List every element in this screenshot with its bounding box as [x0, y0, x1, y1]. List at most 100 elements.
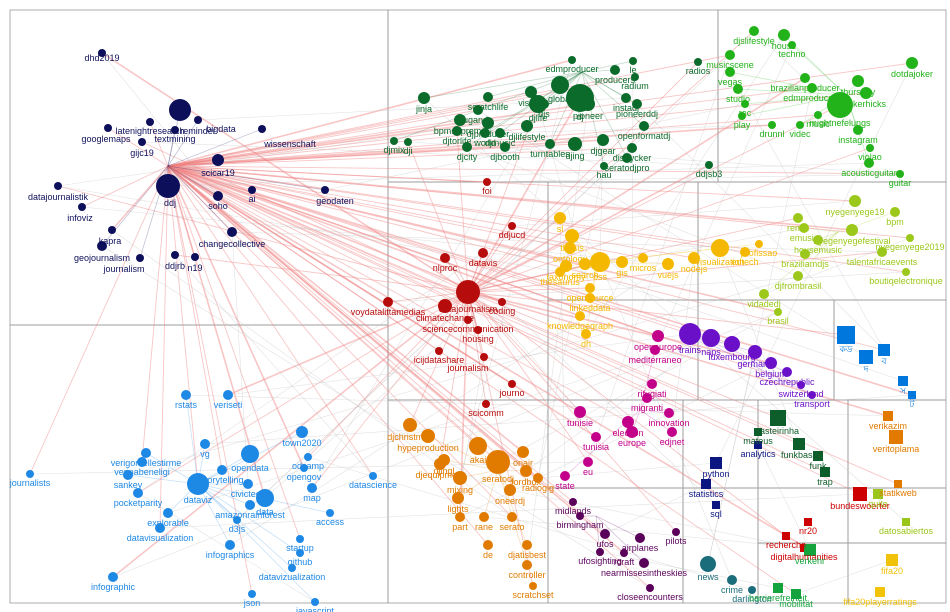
node-g12[interactable]: [878, 344, 890, 356]
node-g15[interactable]: [889, 430, 903, 444]
node-g1[interactable]: [98, 49, 106, 57]
node-g2[interactable]: [404, 138, 412, 146]
node-g2[interactable]: [462, 142, 472, 152]
node-g2[interactable]: [621, 93, 631, 103]
node-g19[interactable]: [773, 583, 783, 593]
node-g3[interactable]: [768, 121, 776, 129]
node-g8[interactable]: [469, 437, 487, 455]
node-g8[interactable]: [421, 429, 435, 443]
node-g11[interactable]: [576, 512, 584, 520]
node-g3[interactable]: [749, 26, 759, 36]
node-g1[interactable]: [321, 186, 329, 194]
node-g7[interactable]: [288, 564, 296, 572]
node-g3[interactable]: [796, 121, 804, 129]
node-g10[interactable]: [702, 329, 720, 347]
node-g7[interactable]: [26, 470, 34, 478]
node-g5[interactable]: [585, 293, 595, 303]
node-g1[interactable]: [227, 227, 237, 237]
node-g7[interactable]: [304, 453, 312, 461]
node-g7[interactable]: [155, 523, 165, 533]
node-g7[interactable]: [245, 500, 255, 510]
node-g2[interactable]: [482, 117, 494, 129]
node-g1[interactable]: [104, 124, 112, 132]
node-g3[interactable]: [864, 158, 874, 168]
node-g8[interactable]: [522, 540, 532, 550]
node-g5[interactable]: [579, 258, 591, 270]
node-g2[interactable]: [568, 137, 582, 151]
node-g5[interactable]: [554, 212, 566, 224]
node-g2[interactable]: [632, 99, 642, 109]
node-g2[interactable]: [500, 142, 510, 152]
node-g3[interactable]: [733, 84, 743, 94]
node-g1[interactable]: [194, 116, 202, 124]
node-g7[interactable]: [217, 465, 227, 475]
node-g11[interactable]: [646, 584, 654, 592]
node-g6[interactable]: [793, 213, 803, 223]
node-g7[interactable]: [141, 448, 151, 458]
node-g10[interactable]: [679, 323, 701, 345]
node-g5[interactable]: [555, 267, 565, 277]
node-g7[interactable]: [181, 390, 191, 400]
node-g6[interactable]: [902, 268, 910, 276]
node-g19[interactable]: [804, 544, 816, 556]
node-g3[interactable]: [800, 73, 810, 83]
node-g7[interactable]: [248, 590, 256, 598]
node-g2[interactable]: [629, 57, 637, 65]
node-g16[interactable]: [782, 532, 790, 540]
node-g3[interactable]: [778, 29, 790, 41]
node-g2[interactable]: [390, 137, 398, 145]
node-g10[interactable]: [808, 391, 816, 399]
node-g8[interactable]: [453, 471, 467, 485]
node-g2[interactable]: [694, 58, 702, 66]
node-g7[interactable]: [326, 509, 334, 517]
node-g12[interactable]: [898, 376, 908, 386]
node-g18[interactable]: [700, 556, 716, 572]
node-g6[interactable]: [846, 224, 858, 236]
node-g6[interactable]: [906, 234, 914, 242]
node-g14[interactable]: [754, 428, 762, 436]
node-g7[interactable]: [296, 535, 304, 543]
node-g16[interactable]: [804, 518, 812, 526]
node-g7[interactable]: [296, 426, 308, 438]
node-g7[interactable]: [123, 470, 133, 480]
node-g10[interactable]: [748, 345, 762, 359]
node-g20[interactable]: [875, 587, 885, 597]
node-g6[interactable]: [774, 308, 782, 316]
node-g6[interactable]: [759, 289, 769, 299]
node-g13[interactable]: [754, 441, 762, 449]
node-g15[interactable]: [883, 411, 893, 421]
node-g6[interactable]: [793, 271, 803, 281]
node-g3[interactable]: [866, 144, 874, 152]
node-g2[interactable]: [639, 121, 649, 131]
node-g2[interactable]: [581, 97, 595, 111]
node-g9[interactable]: [583, 457, 593, 467]
node-g3[interactable]: [896, 170, 904, 178]
node-g8[interactable]: [452, 492, 464, 504]
node-g8[interactable]: [479, 512, 489, 522]
node-g2[interactable]: [480, 128, 490, 138]
node-g4[interactable]: [480, 353, 488, 361]
node-g8[interactable]: [483, 540, 493, 550]
node-g4[interactable]: [478, 248, 488, 258]
node-g3[interactable]: [725, 67, 735, 77]
node-g11[interactable]: [569, 498, 577, 506]
node-g10[interactable]: [797, 381, 805, 389]
node-g1[interactable]: [138, 138, 146, 146]
node-g7[interactable]: [256, 489, 274, 507]
node-g3[interactable]: [788, 41, 796, 49]
node-g1[interactable]: [156, 174, 180, 198]
node-g9[interactable]: [647, 379, 657, 389]
node-g8[interactable]: [403, 418, 417, 432]
node-g3[interactable]: [725, 50, 735, 60]
node-g7[interactable]: [163, 508, 173, 518]
node-g9[interactable]: [626, 426, 638, 438]
node-g10[interactable]: [724, 336, 740, 352]
node-g7[interactable]: [200, 439, 210, 449]
node-g8[interactable]: [529, 582, 537, 590]
node-g7[interactable]: [369, 472, 377, 480]
node-g14[interactable]: [820, 467, 830, 477]
node-g1[interactable]: [146, 118, 154, 126]
node-g6[interactable]: [799, 223, 809, 233]
node-g4[interactable]: [383, 297, 393, 307]
node-g3[interactable]: [853, 125, 863, 135]
